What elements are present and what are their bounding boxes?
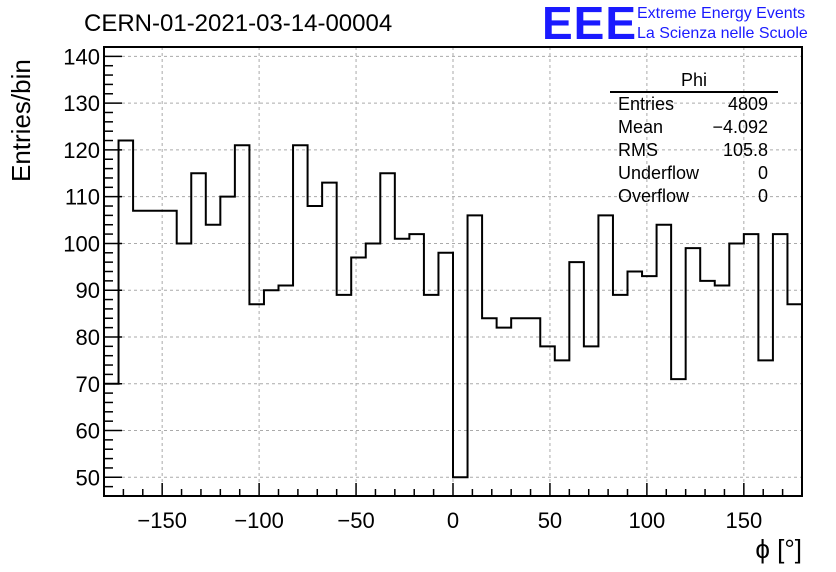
- stats-row-underflow: Underflow 0: [610, 162, 778, 185]
- histogram-bin: [133, 209, 148, 213]
- histogram-bin: [308, 204, 323, 208]
- histogram-bin: [628, 270, 643, 274]
- x-tick-label: 100: [629, 508, 666, 533]
- histogram-bin: [598, 213, 613, 217]
- histogram-bin: [249, 302, 264, 306]
- histogram-bin: [162, 209, 177, 213]
- histogram-bin: [613, 293, 628, 297]
- x-tick-label: −150: [137, 508, 187, 533]
- y-tick-label: 90: [76, 278, 100, 303]
- y-tick-label: 70: [76, 372, 100, 397]
- histogram-bin: [424, 293, 439, 297]
- stats-label: Overflow: [618, 186, 690, 206]
- stats-value: 0: [757, 186, 768, 206]
- histogram-bin: [366, 241, 381, 245]
- stats-label: Mean: [618, 117, 664, 137]
- x-axis: −150 −100 −50 0 50 100 150: [103, 483, 803, 533]
- histogram-bin: [686, 246, 701, 250]
- x-tick-label: 0: [447, 508, 459, 533]
- histogram-series: [104, 139, 802, 479]
- histogram-bin: [526, 316, 541, 320]
- histogram-bin: [264, 288, 279, 292]
- eee-logo-mark: EEE: [542, 0, 638, 49]
- logo-line-2: La Scienza nelle Scuole: [637, 25, 808, 42]
- histogram-bin: [279, 284, 294, 288]
- y-tick-label: 140: [63, 44, 100, 69]
- histogram-bin: [482, 316, 497, 320]
- stats-row-mean: Mean −4.092: [610, 116, 778, 139]
- histogram-bin: [148, 209, 163, 213]
- logo-line-1: Extreme Energy Events: [637, 5, 806, 22]
- stats-value: −4.092: [712, 117, 768, 137]
- histogram-bin: [773, 232, 788, 236]
- histogram-bin: [729, 241, 744, 245]
- histogram-bin: [235, 143, 250, 147]
- histogram-bin: [642, 274, 657, 278]
- stats-box: Phi Entries 4809 Mean −4.092 RMS 105.8 Unde…: [610, 70, 778, 208]
- stats-title: Phi: [610, 70, 778, 93]
- histogram-bin: [322, 181, 337, 185]
- histogram-bin: [671, 377, 686, 381]
- histogram-bin: [787, 302, 802, 306]
- histogram-bin: [511, 316, 526, 320]
- x-tick-label: 50: [538, 508, 562, 533]
- histogram-bin: [380, 171, 395, 175]
- y-tick-label: 60: [76, 419, 100, 444]
- stats-value: 4809: [727, 94, 768, 114]
- y-tick-label: 110: [65, 185, 100, 210]
- histogram-bin: [569, 260, 584, 264]
- y-tick-label: 120: [63, 138, 100, 163]
- histogram-bin: [715, 284, 730, 288]
- x-tick-label: −50: [337, 508, 374, 533]
- y-axis: 50 60 70 80 90 100 110 120 130 140: [63, 44, 122, 490]
- histogram-line: [104, 139, 802, 479]
- histogram-bin: [584, 344, 599, 348]
- histogram-bin: [337, 293, 352, 297]
- histogram-bin: [191, 171, 206, 175]
- stats-value: 0: [757, 163, 768, 183]
- y-axis-label: Entries/bin: [6, 59, 36, 182]
- y-tick-label: 80: [76, 325, 100, 350]
- stats-row-entries: Entries 4809: [610, 93, 778, 116]
- histogram-bin: [293, 143, 308, 147]
- histogram-bin: [758, 358, 773, 362]
- histogram-bin: [220, 195, 235, 199]
- histogram-bin: [351, 255, 366, 259]
- chart-title: CERN-01-2021-03-14-00004: [84, 10, 393, 37]
- x-tick-label: −100: [234, 508, 284, 533]
- histogram-bin: [395, 237, 410, 241]
- stats-row-overflow: Overflow 0: [610, 185, 778, 208]
- histogram-bin: [700, 279, 715, 283]
- y-tick-label: 100: [63, 231, 100, 256]
- stats-value: 105.8: [722, 140, 768, 160]
- histogram-bin: [468, 213, 483, 217]
- stats-row-rms: RMS 105.8: [610, 139, 778, 162]
- histogram-bin: [744, 232, 759, 236]
- histogram-bin: [206, 223, 221, 227]
- histogram-bin: [438, 251, 453, 255]
- histogram-bin: [177, 241, 192, 245]
- stats-label: RMS: [618, 140, 658, 160]
- y-tick-label: 50: [76, 465, 100, 490]
- histogram-bin: [119, 139, 134, 143]
- stats-label: Underflow: [618, 163, 700, 183]
- x-axis-label: ϕ [°]: [755, 534, 802, 564]
- histogram-bin: [555, 358, 570, 362]
- histogram-bin: [497, 326, 512, 330]
- histogram-bin: [453, 475, 468, 479]
- histogram-bin: [657, 223, 672, 227]
- y-tick-label: 130: [63, 91, 100, 116]
- x-tick-label: 150: [725, 508, 762, 533]
- stats-label: Entries: [618, 94, 675, 114]
- histogram-bin: [409, 232, 424, 236]
- histogram-bin: [540, 344, 555, 348]
- eee-logo-text: Extreme Energy Events La Scienza nelle S…: [637, 4, 808, 44]
